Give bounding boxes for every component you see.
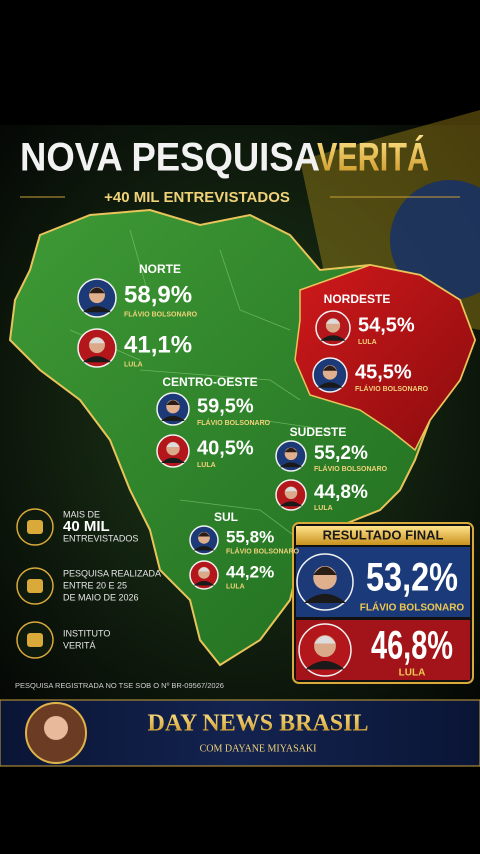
avatar-hair [313, 566, 337, 575]
result-percent: 46,8% [371, 624, 453, 668]
region-candidate: FLÁVIO BOLSONARO [197, 418, 271, 427]
info-text: ENTREVISTADOS [63, 533, 138, 543]
result-title: RESULTADO FINAL [323, 527, 444, 542]
result-header [296, 526, 470, 545]
title-highlight: VERITÁ [317, 135, 429, 180]
avatar-hair [325, 318, 341, 324]
avatar-hair [284, 486, 298, 492]
avatar-body [279, 501, 303, 507]
region-name: CENTRO-OESTE [162, 375, 257, 389]
info-glyph [27, 579, 43, 593]
region-candidate: FLÁVIO BOLSONARO [124, 310, 198, 319]
region-percent: 59,5% [197, 395, 254, 417]
region-name: SUDESTE [290, 425, 347, 439]
avatar-body [82, 306, 112, 313]
info-text: PESQUISA REALIZADA [63, 568, 161, 578]
region-percent: 41,1% [124, 331, 192, 358]
region-percent: 58,9% [124, 281, 192, 308]
region-name: NORDESTE [324, 292, 391, 306]
region-candidate: LULA [197, 462, 216, 469]
avatar-body [161, 415, 185, 421]
avatar-body [279, 462, 303, 468]
info-glyph [27, 633, 43, 647]
info-text: INSTITUTO [63, 628, 110, 638]
region-candidate: FLÁVIO BOLSONARO [314, 464, 388, 473]
avatar-body [305, 661, 345, 670]
region-percent: 55,8% [226, 527, 274, 546]
avatar-hair [322, 365, 338, 371]
avatar-hair [166, 400, 180, 405]
avatar-body [82, 356, 112, 363]
region-candidate: LULA [358, 339, 377, 346]
info-text: DE MAIO DE 2026 [63, 592, 139, 602]
region-percent: 55,2% [314, 443, 368, 464]
banner-face [44, 716, 68, 740]
result-name: FLÁVIO BOLSONARO [360, 601, 465, 614]
map-nordeste [294, 264, 476, 452]
avatar-hair [198, 532, 210, 537]
region-candidate: LULA [226, 584, 245, 591]
region-percent: 44,8% [314, 482, 368, 503]
info-glyph [27, 520, 43, 534]
info-text: MAIS DE [63, 509, 100, 519]
result-percent: 53,2% [366, 556, 458, 600]
banner-title: DAY NEWS BRASIL [148, 711, 369, 737]
region-percent: 44,2% [226, 562, 274, 581]
region-candidate: FLÁVIO BOLSONARO [355, 384, 429, 393]
region-candidate: LULA [314, 505, 333, 512]
avatar-hair [89, 337, 105, 344]
region-percent: 40,5% [197, 437, 254, 459]
region-name: SUL [214, 510, 238, 524]
avatar-hair [314, 635, 336, 644]
footnote: PESQUISA REGISTRADA NO TSE SOB O Nº BR-0… [15, 681, 224, 690]
avatar-hair [89, 287, 105, 294]
avatar-hair [166, 442, 180, 447]
region-name: NORTE [139, 262, 181, 276]
avatar-hair [198, 567, 210, 572]
avatar-body [161, 457, 185, 463]
avatar-body [193, 580, 215, 586]
title-main: NOVA PESQUISA [20, 136, 320, 180]
region-candidate: LULA [124, 362, 143, 369]
region-percent: 45,5% [355, 361, 412, 383]
flag-globe [390, 180, 480, 300]
avatar-body [304, 593, 346, 603]
info-text: VERITÁ [63, 640, 96, 650]
avatar-hair [284, 447, 298, 453]
info-text: 40 MIL [63, 518, 110, 535]
subtitle: +40 MIL ENTREVISTADOS [104, 189, 290, 206]
avatar-body [193, 545, 215, 551]
avatar-body [317, 382, 343, 388]
banner-subtitle: COM DAYANE MIYASAKI [200, 743, 317, 754]
info-text: ENTRE 20 E 25 [63, 580, 127, 590]
avatar-body [320, 335, 346, 341]
result-name: LULA [399, 668, 426, 679]
region-percent: 54,5% [358, 314, 415, 336]
region-candidate: FLÁVIO BOLSONARO [226, 547, 300, 556]
